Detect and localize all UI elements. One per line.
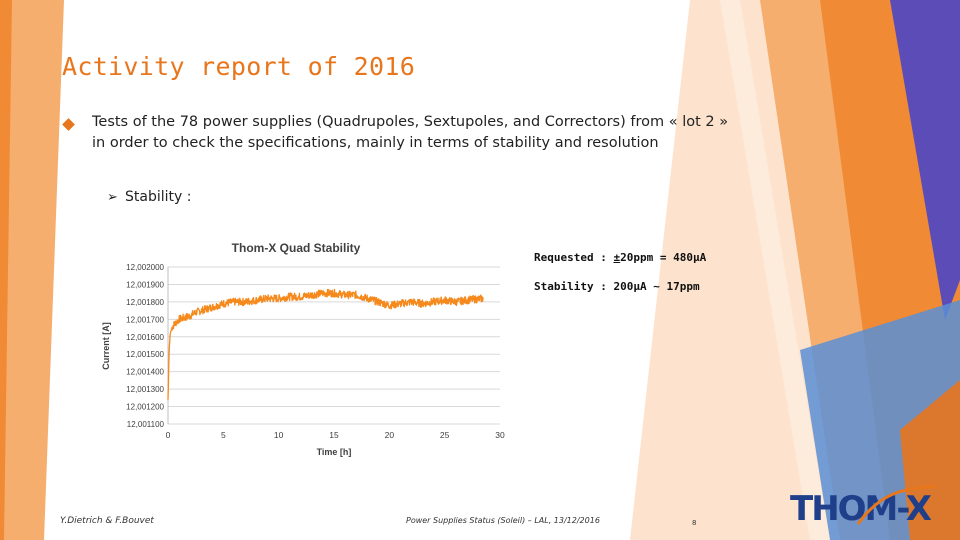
x-tick-label: 0: [166, 430, 171, 440]
series-layer: [167, 288, 484, 400]
plus-minus-symbol: ±: [613, 251, 621, 264]
y-tick-label: 12,001300: [126, 385, 164, 394]
sub-bullet-text: Stability :: [125, 189, 192, 205]
stability-series-line: [167, 288, 484, 400]
logo-wordmark: THOM-X: [790, 489, 932, 528]
thomx-logo: THOM-X: [790, 484, 937, 528]
y-tick-label: 12,001900: [126, 280, 164, 289]
x-axis-ticks: 0 5 10 15 20 25 30: [166, 430, 505, 440]
y-axis-label: Current [A]: [101, 322, 111, 370]
x-axis-label: Time [h]: [317, 447, 352, 457]
requested-value: 20ppm = 480µA: [620, 251, 707, 264]
left-orange-band: [0, 0, 64, 540]
y-tick-label: 12,001500: [126, 350, 164, 359]
x-tick-label: 15: [329, 430, 339, 440]
requested-note: Requested : ±20ppm = 480µA: [534, 251, 706, 264]
main-bullet-text: Tests of the 78 power supplies (Quadrupo…: [92, 114, 729, 151]
chart-svg: Thom-X Quad Stability 12,001100 12,001200…: [101, 241, 505, 457]
x-tick-label: 25: [440, 430, 450, 440]
y-tick-label: 12,001700: [126, 315, 164, 324]
y-axis-ticks: 12,001100 12,001200 12,001300 12,001400 12,0…: [126, 263, 164, 429]
left-orange-edge: [0, 0, 12, 540]
y-tick-label: 12,001200: [126, 403, 164, 412]
logo-swoosh-icon: [856, 484, 937, 525]
stability-chart: Thom-X Quad Stability 12,001100 12,001200…: [96, 232, 510, 462]
right-highlight-stripe: [720, 0, 830, 540]
x-tick-label: 5: [221, 430, 226, 440]
x-tick-label: 30: [495, 430, 505, 440]
stability-note: Stability : 200µA ~ 17ppm: [534, 280, 700, 293]
x-tick-label: 20: [385, 430, 395, 440]
slide-title: Activity report of 2016: [62, 52, 416, 81]
requested-prefix: Requested :: [534, 251, 614, 264]
y-tick-label: 12,002000: [126, 263, 164, 272]
right-purple-band: [890, 0, 960, 320]
page-number: 8: [692, 519, 697, 527]
chart-title: Thom-X Quad Stability: [232, 241, 361, 255]
right-corner-orange: [900, 380, 960, 540]
x-tick-label: 10: [274, 430, 284, 440]
y-tick-label: 12,001400: [126, 368, 164, 377]
y-tick-label: 12,001600: [126, 333, 164, 342]
y-tick-label: 12,001100: [127, 420, 165, 429]
y-tick-label: 12,001800: [126, 298, 164, 307]
footer-authors: Y.Dietrich & F.Bouvet: [60, 516, 154, 526]
footer-event: Power Supplies Status (Soleil) – LAL, 13…: [406, 516, 600, 525]
arrow-bullet-icon: ➢: [107, 190, 118, 205]
